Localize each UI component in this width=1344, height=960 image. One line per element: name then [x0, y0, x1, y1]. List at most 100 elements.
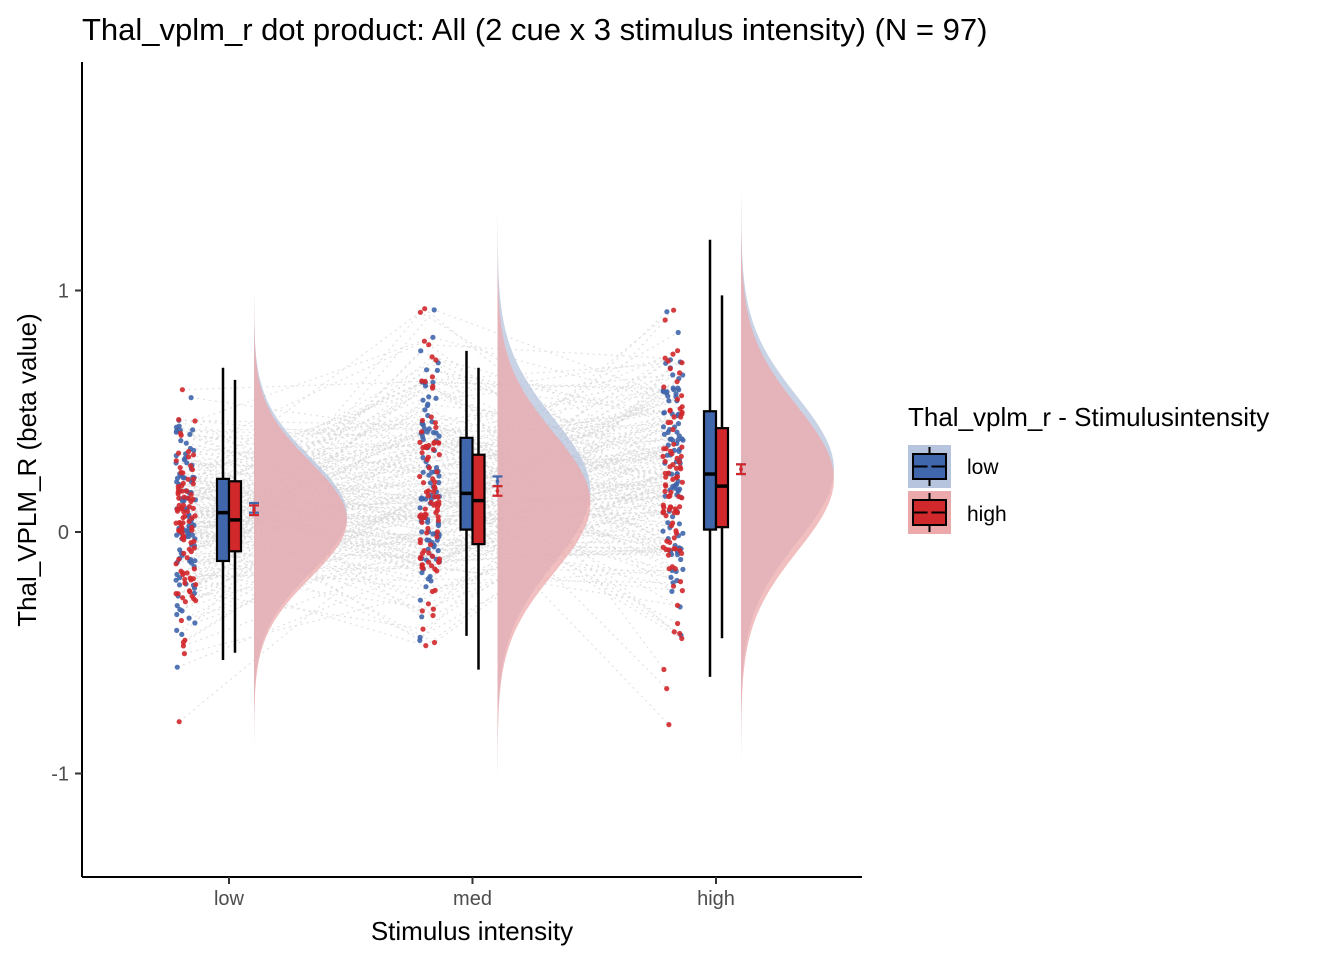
data-point	[430, 606, 436, 612]
data-point	[432, 420, 438, 426]
data-point	[679, 360, 685, 366]
legend-label-low: low	[967, 456, 999, 479]
data-point	[175, 483, 181, 490]
data-point	[660, 388, 666, 395]
data-point	[661, 410, 668, 416]
data-point	[181, 550, 187, 557]
data-point	[178, 617, 184, 624]
data-point	[425, 601, 431, 607]
data-point	[667, 504, 674, 510]
data-point	[427, 542, 434, 548]
subject-connector-line	[180, 494, 678, 638]
data-point	[429, 469, 435, 475]
data-point	[175, 491, 181, 497]
legend-title: Thal_vplm_r - Stimulusintensity	[908, 402, 1269, 432]
chart-title: Thal_vplm_r dot product: All (2 cue x 3 …	[82, 12, 987, 47]
data-point	[426, 394, 432, 400]
data-point	[663, 483, 669, 489]
data-point	[418, 496, 424, 502]
data-point	[182, 576, 188, 582]
data-point	[425, 401, 431, 407]
data-point	[661, 384, 667, 390]
data-point	[418, 348, 424, 354]
data-point	[671, 307, 677, 313]
data-point	[434, 534, 440, 540]
legend-entry-low: low	[908, 445, 999, 488]
data-point	[671, 387, 677, 393]
subject-connector-line	[176, 389, 674, 536]
data-point	[174, 664, 180, 670]
data-point	[671, 441, 677, 447]
data-point	[666, 398, 672, 404]
data-point	[669, 588, 675, 595]
data-point	[668, 419, 674, 425]
data-point	[436, 558, 442, 565]
data-point	[420, 480, 427, 486]
data-point	[192, 418, 198, 424]
data-point	[184, 555, 190, 561]
data-point	[668, 436, 674, 442]
data-point	[176, 556, 182, 562]
data-point	[182, 599, 188, 605]
data-point	[418, 554, 424, 560]
subject-connector-line	[194, 440, 681, 561]
data-point	[430, 334, 436, 340]
data-point	[671, 535, 677, 541]
data-point	[186, 518, 192, 525]
data-point	[671, 414, 677, 420]
data-point	[419, 529, 425, 535]
data-point	[188, 395, 194, 401]
data-point	[664, 452, 671, 458]
data-point	[436, 440, 442, 446]
data-point	[174, 627, 180, 634]
boxplot-low-high	[702, 239, 718, 677]
data-point	[430, 446, 436, 453]
x-tick-label: high	[697, 888, 735, 910]
data-point	[680, 530, 686, 536]
boxplot-low-low	[215, 367, 231, 660]
x-axis-ticks: low med high	[214, 877, 735, 910]
subject-connector-line	[186, 356, 671, 559]
data-point	[660, 502, 666, 508]
data-point	[180, 571, 186, 578]
data-point	[676, 521, 683, 527]
data-point	[670, 372, 676, 378]
data-point	[679, 588, 686, 594]
data-point	[417, 473, 423, 480]
data-point	[677, 370, 683, 376]
data-point	[670, 462, 676, 468]
data-point	[191, 566, 197, 572]
data-point	[188, 463, 194, 469]
boxplot-box	[227, 480, 243, 553]
x-tick-label: low	[214, 888, 245, 910]
x-axis-title: Stimulus intensity	[371, 916, 573, 946]
data-point	[184, 488, 190, 494]
data-point	[190, 427, 196, 433]
data-point	[191, 596, 197, 602]
data-point	[663, 474, 669, 480]
data-point	[670, 426, 676, 433]
data-point	[674, 474, 681, 480]
data-point	[434, 469, 440, 475]
data-point	[418, 514, 424, 521]
data-point	[433, 465, 440, 471]
data-point	[675, 329, 681, 336]
data-point	[426, 342, 432, 348]
y-axis-title: Thal_VPLM_R (beta value)	[12, 313, 42, 627]
data-point	[665, 520, 671, 526]
data-point	[679, 393, 685, 399]
data-point	[192, 558, 198, 564]
data-point	[185, 495, 191, 501]
data-point	[669, 451, 675, 457]
data-point	[666, 493, 672, 500]
data-point	[661, 508, 667, 515]
data-point	[185, 476, 191, 482]
data-point	[435, 548, 441, 554]
boxplot-high-med	[471, 367, 486, 670]
data-point	[419, 570, 425, 576]
data-point	[433, 424, 439, 430]
data-point	[417, 505, 423, 511]
data-point	[678, 414, 684, 420]
data-point	[422, 306, 428, 312]
data-point	[673, 508, 680, 514]
